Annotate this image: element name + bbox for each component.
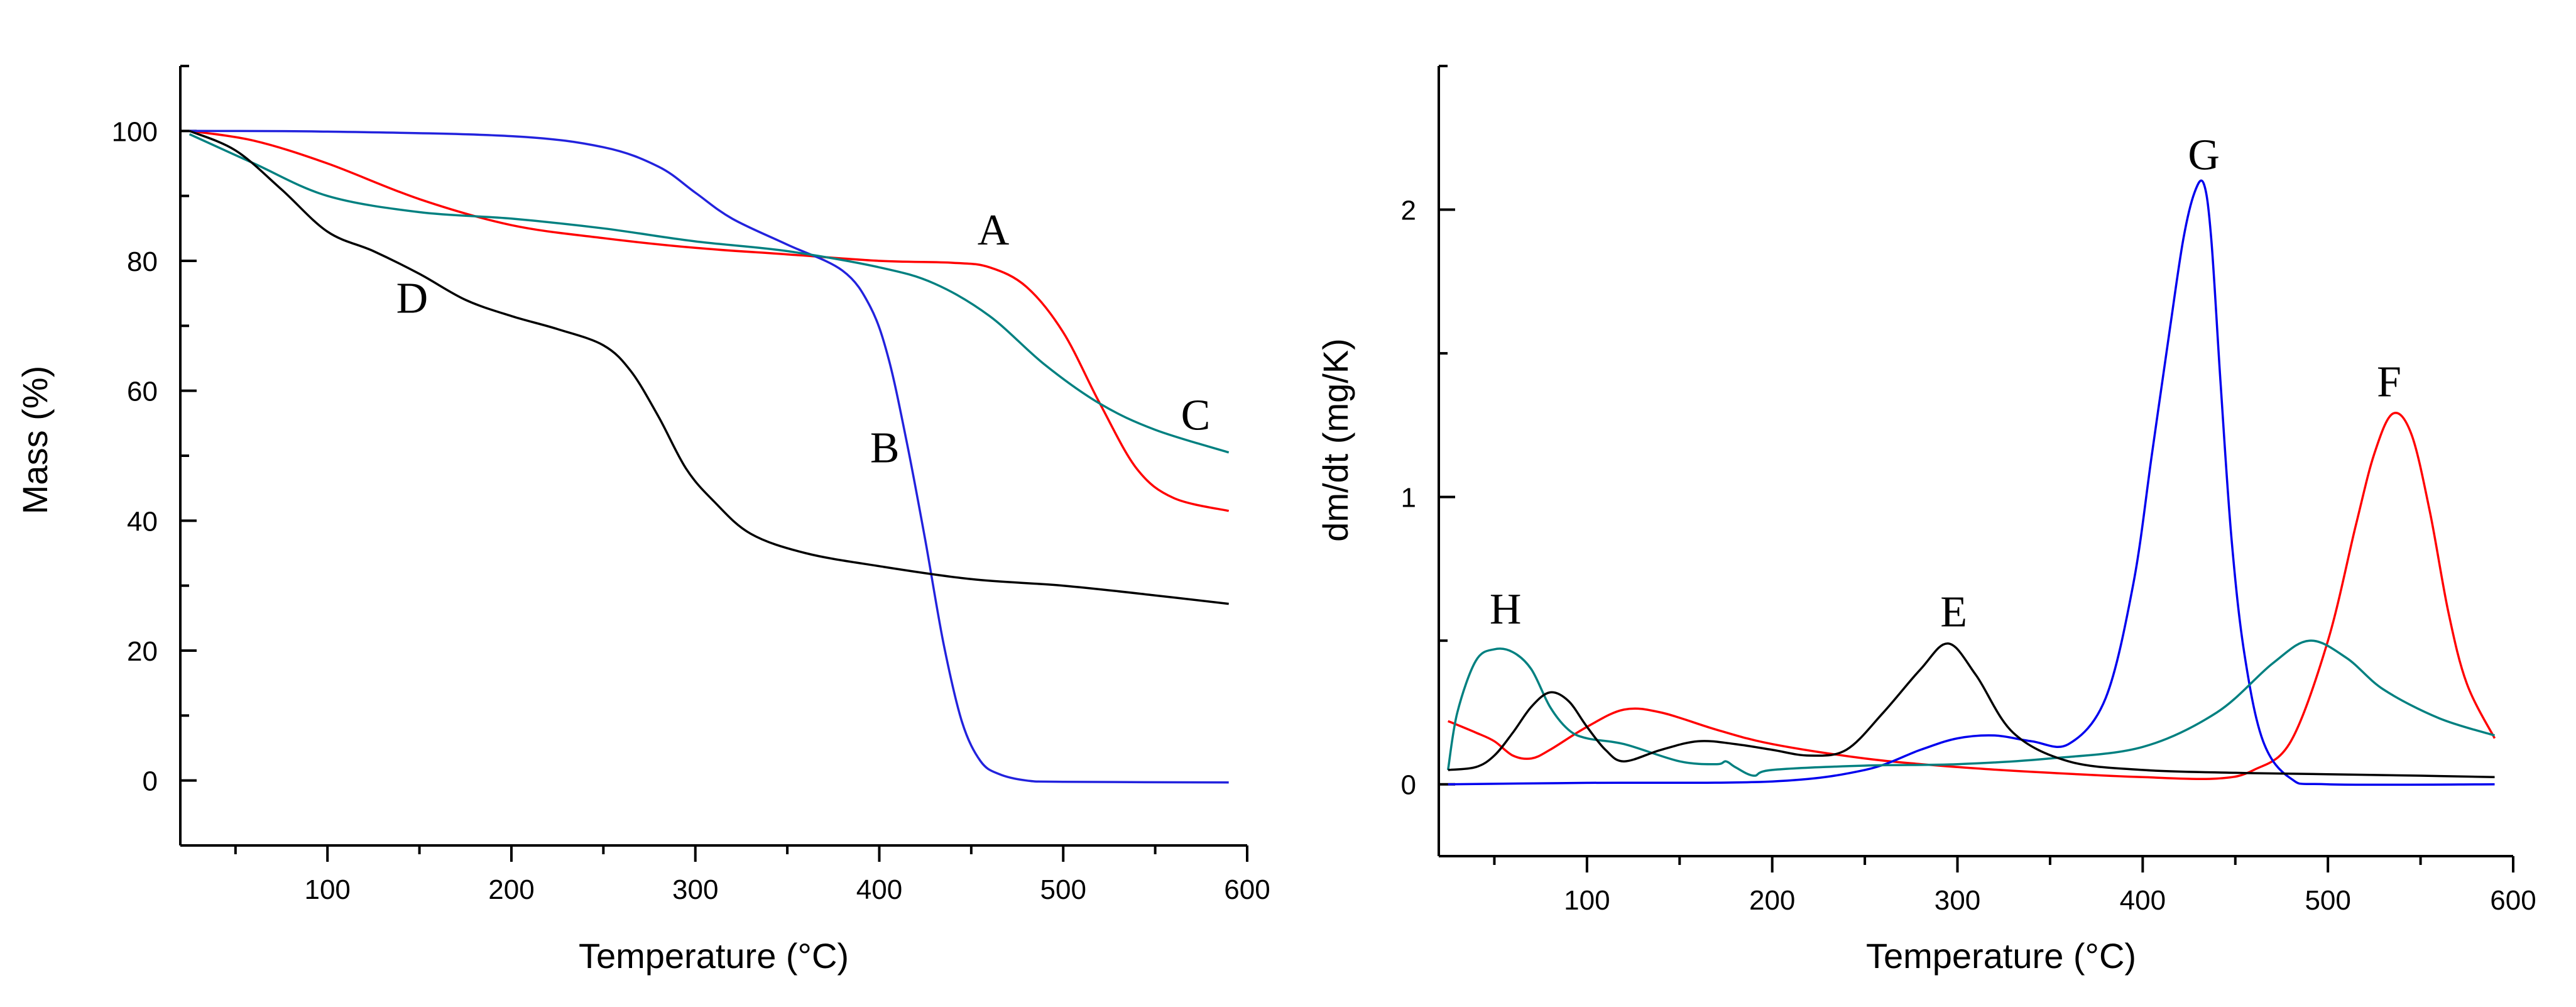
mass-y-tick-label: 20	[127, 636, 158, 667]
dmdt-label-g: G	[2188, 131, 2220, 180]
dmdt-label-f: F	[2377, 358, 2401, 407]
mass-x-axis-title: Temperature (°C)	[579, 936, 849, 976]
mass-x-tick-label: 400	[856, 874, 902, 905]
dmdt-y-tick-label: 2	[1401, 195, 1416, 226]
mass-label-b: B	[870, 424, 900, 472]
mass-series-b-curve	[189, 129, 1229, 784]
dmdt-x-tick-label: 600	[2490, 885, 2536, 916]
dmdt-y-axis-title: dm/dt (mg/K)	[1316, 338, 1355, 542]
mass-label-d: D	[396, 275, 428, 323]
dmdt-y-tick-label: 0	[1401, 770, 1416, 801]
dmdt-label-h: H	[1490, 585, 1522, 634]
derivative-mass-plot: 100 200 300 400 500 600 0 1 2 Temperature (°C) dm/…	[1316, 65, 2536, 976]
mass-y-tick-label: 0	[143, 766, 158, 797]
mass-series-c-curve	[188, 133, 1230, 454]
dmdt-label-e: E	[1940, 588, 1967, 636]
mass-series-a-curve	[189, 129, 1230, 512]
dmdt-series-h-curve	[1446, 639, 2496, 777]
mass-series-d-curve	[188, 129, 1229, 605]
dmdt-series-g-curve	[1448, 179, 2495, 786]
mass-x-tick-label: 300	[672, 874, 718, 905]
dmdt-series-e-curve	[1448, 642, 2495, 779]
dmdt-x-tick-label: 100	[1564, 885, 1610, 916]
dmdt-x-tick-label: 300	[1935, 885, 1980, 916]
dmdt-x-tick-label: 200	[1749, 885, 1795, 916]
dmdt-series-f-curve	[1448, 412, 2496, 780]
dmdt-x-tick-label: 400	[2120, 885, 2166, 916]
mass-x-tick-label: 200	[488, 874, 534, 905]
dmdt-x-tick-label: 500	[2305, 885, 2350, 916]
mass-y-tick-label: 100	[112, 116, 158, 147]
mass-y-tick-label: 80	[127, 246, 158, 277]
dmdt-x-axis-title: Temperature (°C)	[1866, 936, 2136, 976]
mass-y-axis-title: Mass (%)	[15, 366, 55, 514]
mass-y-tick-label: 60	[127, 377, 158, 407]
mass-label-a: A	[978, 206, 1010, 255]
mass-loss-plot: 100 200 300 400 500 600 0 20 40 60 80 100 Temperatur…	[15, 65, 1270, 976]
mass-x-tick-label: 500	[1040, 874, 1086, 905]
mass-x-tick-label: 100	[304, 874, 350, 905]
dmdt-y-tick-label: 1	[1401, 483, 1416, 514]
mass-x-tick-label: 600	[1224, 874, 1270, 905]
mass-y-tick-label: 40	[127, 506, 158, 537]
mass-label-c: C	[1181, 392, 1211, 440]
